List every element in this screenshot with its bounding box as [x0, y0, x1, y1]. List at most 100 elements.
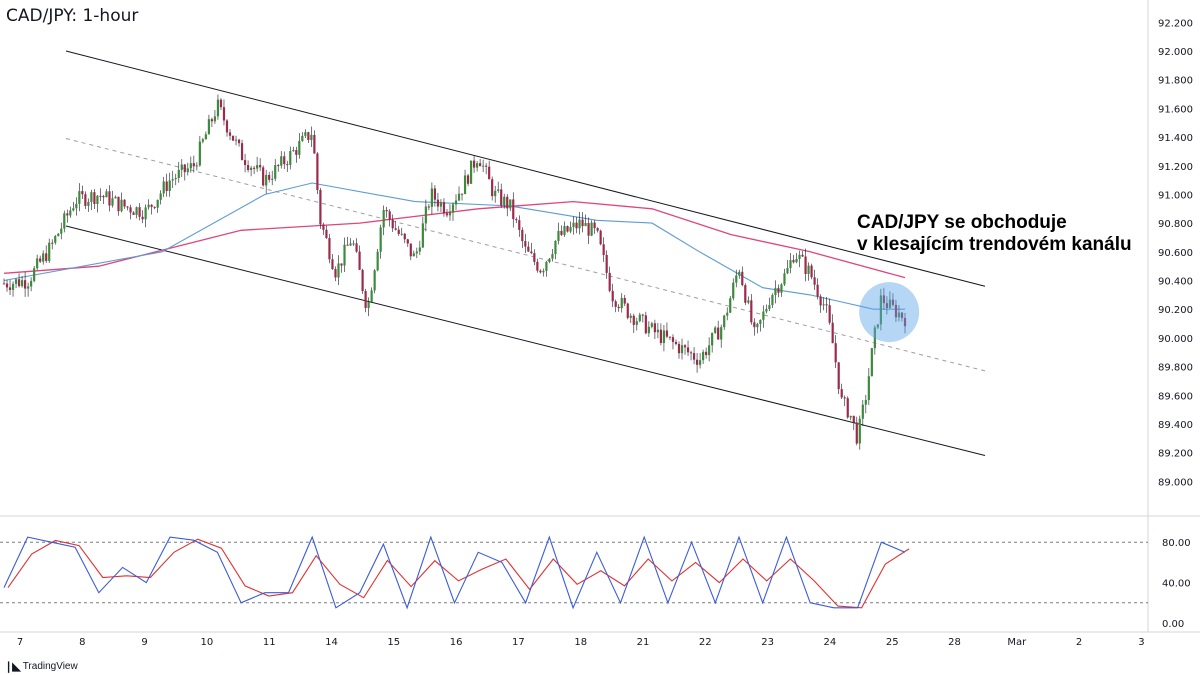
candle-body [198, 141, 201, 166]
price-tick-label: 89.200 [1158, 449, 1193, 460]
stochastic-k-line [3, 535, 906, 610]
candle-body [783, 273, 786, 285]
candle-body [195, 165, 198, 167]
candle-body [840, 389, 843, 398]
candle-body [364, 291, 367, 308]
candle-body [108, 191, 111, 206]
candle-body [87, 201, 90, 206]
candle-body [527, 246, 530, 252]
price-tick-label: 90.400 [1158, 277, 1193, 288]
candle-body [460, 193, 464, 195]
moving-average-slow [3, 200, 906, 279]
candle-body [714, 327, 717, 333]
candle-body [882, 295, 886, 304]
candle-body [316, 153, 319, 190]
candle-body [454, 200, 458, 205]
candle-body [876, 324, 879, 328]
channel-lower-line [65, 225, 986, 456]
candle-body [524, 241, 527, 247]
tradingview-brand[interactable]: ❘◣ TradingView [4, 660, 78, 673]
candle-body [11, 283, 15, 290]
oscillator-pane[interactable] [0, 535, 1148, 610]
candle-body [442, 202, 446, 214]
candle-body [792, 260, 795, 263]
candle-body [183, 164, 186, 173]
oscillator-tick-label: 40.00 [1162, 579, 1191, 590]
candle-body [328, 238, 331, 260]
candle-body [135, 207, 138, 215]
candle-body [762, 311, 765, 320]
candle-body [482, 165, 485, 167]
candle-body [150, 204, 153, 207]
time-tick-label: 11 [263, 637, 276, 648]
candle-body [747, 300, 750, 303]
candle-body [626, 303, 629, 318]
candle-body [99, 195, 102, 197]
candle-body [54, 236, 57, 243]
candle-body [897, 312, 901, 318]
candle-body [635, 321, 638, 325]
candle-body [334, 269, 337, 278]
candle-body [397, 229, 400, 234]
candle-body [189, 163, 192, 169]
candle-body [653, 323, 656, 333]
candle-body [572, 222, 575, 228]
candle-body [581, 219, 584, 227]
candle-body [629, 315, 632, 318]
chart-title: CAD/JPY: 1-hour [6, 6, 139, 26]
candle-body [415, 251, 418, 254]
candle-body [177, 169, 180, 179]
candle-body [14, 279, 18, 284]
candle-body [819, 296, 822, 306]
candle-body [702, 351, 705, 361]
candle-body [361, 269, 364, 292]
candle-body [376, 251, 379, 271]
candle-body [466, 175, 470, 184]
candle-body [117, 196, 120, 212]
time-tick-label: 23 [761, 637, 774, 648]
price-tick-label: 90.800 [1158, 219, 1193, 230]
annotation-line-1: CAD/JPY se obchoduje [857, 212, 1067, 233]
candle-body [536, 261, 539, 271]
candle-body [816, 284, 819, 297]
axes: 92.200 92.000 91.800 91.600 91.400 91.200 91.0… [17, 18, 1193, 648]
time-tick-label: 25 [886, 637, 899, 648]
candle-body [403, 233, 406, 240]
candle-body [231, 135, 235, 141]
candle-body [780, 284, 783, 293]
candle-body [2, 283, 6, 285]
candle-body [36, 258, 39, 269]
candle-body [765, 309, 768, 312]
candle-body [596, 228, 599, 231]
candle-body [72, 208, 75, 211]
candle-body [741, 271, 744, 286]
candle-body [723, 315, 726, 328]
candle-body [352, 243, 355, 245]
candle-body [689, 352, 693, 354]
candle-body [129, 207, 132, 213]
time-tick-label: 16 [450, 637, 463, 648]
candle-body [711, 332, 714, 346]
candle-body [370, 290, 373, 302]
price-tick-label: 90.200 [1158, 305, 1193, 316]
candle-body [292, 150, 295, 152]
candle-body [677, 343, 681, 354]
candle-body [274, 165, 277, 179]
candle-body [738, 271, 741, 276]
candle-body [147, 204, 150, 208]
candle-body [174, 178, 177, 180]
candle-body [590, 222, 593, 236]
price-tick-label: 91.800 [1158, 76, 1193, 87]
candle-body [78, 191, 81, 204]
candle-body [557, 230, 560, 241]
candle-body [424, 206, 427, 224]
candle-body [870, 348, 873, 377]
candle-body [695, 359, 699, 365]
candle-body [265, 174, 268, 186]
candle-body [180, 164, 183, 170]
candle-body [849, 415, 852, 418]
price-pane[interactable] [2, 50, 986, 456]
candle-body [602, 244, 605, 255]
candle-body [530, 251, 533, 254]
